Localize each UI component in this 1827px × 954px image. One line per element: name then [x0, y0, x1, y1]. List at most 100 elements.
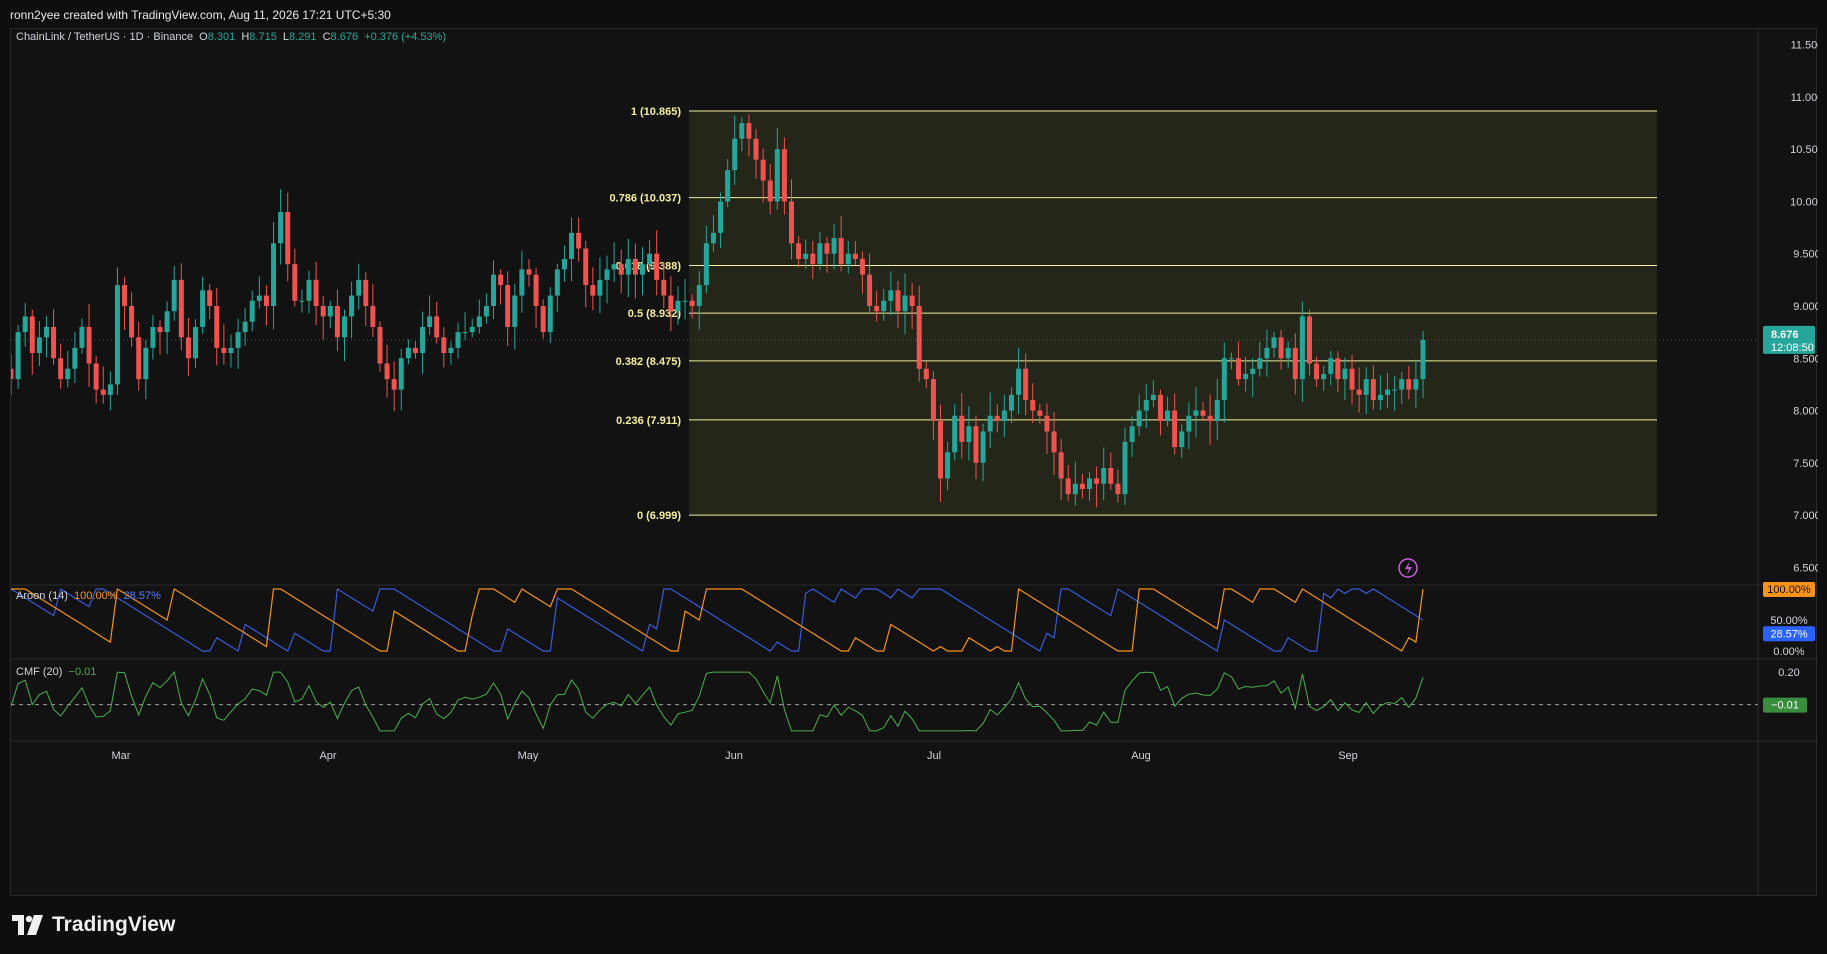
candle-body [412, 347, 418, 354]
candle-body [696, 285, 702, 306]
fib-label: 0.5 (8.932) [628, 308, 682, 320]
price-tick-label: 7.500 [1793, 458, 1818, 470]
candle-body [285, 211, 291, 265]
candle-body [1115, 483, 1121, 495]
candle-body [483, 306, 489, 317]
candle-body [803, 253, 809, 259]
candle-body [1342, 368, 1348, 380]
symbol-name: ChainLink / TetherUS · 1D · Binance [16, 31, 194, 43]
candle-body [476, 316, 482, 327]
candle-body [661, 279, 667, 296]
candle-body [249, 300, 255, 322]
candle-body [129, 306, 135, 338]
candle-body [86, 326, 92, 364]
aroon-down-badge [1763, 626, 1815, 642]
candle-body [349, 295, 355, 317]
tradingview-logo[interactable]: TradingView [12, 912, 175, 938]
candle-body [668, 295, 674, 312]
candle-body [490, 274, 496, 306]
candle-body [1087, 478, 1093, 489]
candle-body [576, 232, 582, 249]
candle-body [1385, 389, 1391, 395]
candle-body [178, 279, 184, 338]
candle-body [93, 363, 99, 390]
price-chart[interactable]: 1 (10.865) 0.786 (10.037) 0.618 (9.388) 0.5… [11, 29, 1818, 897]
candle-body [1193, 410, 1199, 416]
candle-body [51, 326, 57, 359]
chart-frame[interactable]: 1 (10.865) 0.786 (10.037) 0.618 (9.388) 0.5… [10, 28, 1818, 897]
candle-body [1264, 347, 1270, 359]
candle-body [888, 290, 894, 301]
close-value: 8.676 [330, 31, 359, 43]
candle-body [533, 274, 539, 306]
cmf-value: −0.01 [68, 666, 97, 678]
time-tick-label: Aug [1131, 750, 1151, 762]
cmf-label: CMF (20) [16, 666, 63, 678]
candle-body [334, 306, 340, 338]
cmf-tick-label: 0.20 [1778, 667, 1799, 679]
candle-body [164, 311, 170, 333]
candle-body [1023, 368, 1029, 401]
alert-icon-bolt [1405, 561, 1412, 575]
candle-body [1214, 400, 1220, 421]
candle-body [313, 279, 319, 306]
candle-body [1228, 358, 1234, 360]
fib-label: 0.236 (7.911) [616, 415, 681, 427]
candle-body [1377, 394, 1383, 401]
candle-body [753, 138, 759, 160]
candle-body [136, 337, 142, 380]
candle-body [1299, 316, 1305, 380]
candle-body [448, 347, 454, 354]
candle-body [434, 316, 440, 338]
candle-body [1179, 431, 1185, 448]
time-tick-label: Mar [112, 750, 131, 762]
candle-body [583, 248, 589, 286]
fib-label: 1 (10.865) [631, 106, 681, 118]
candle-body [192, 326, 198, 359]
candle-body [1406, 379, 1412, 390]
candle-body [760, 159, 766, 181]
candle-body [1101, 468, 1107, 484]
candle-body [824, 243, 830, 254]
candle-body [1079, 483, 1085, 489]
high-label: H [241, 31, 250, 43]
candle-body [611, 264, 617, 270]
candle-body [604, 269, 610, 280]
price-tick-label: 11.500 [1791, 40, 1818, 52]
candle-body [1157, 394, 1163, 421]
candle-body [675, 300, 681, 312]
candle-body [867, 274, 873, 306]
candle-body [1399, 379, 1405, 390]
candle-body [859, 258, 865, 275]
candle-body [1108, 468, 1114, 484]
candle-body [1285, 347, 1291, 359]
brand-name: TradingView [52, 913, 176, 936]
candle-body [654, 253, 660, 280]
candle-body [114, 285, 120, 385]
candle-body [874, 306, 880, 312]
candle-body [1221, 358, 1227, 401]
candle-body [781, 149, 787, 202]
candle-body [519, 269, 525, 296]
candle-body [881, 300, 887, 312]
candle-body [1094, 478, 1100, 484]
candle-body [909, 295, 915, 306]
candle-body [1058, 452, 1064, 479]
tradingview-logo-icon [12, 915, 43, 935]
candle-body [1321, 373, 1327, 380]
candle-body [122, 285, 128, 306]
candle-body [952, 415, 958, 453]
candle-body [320, 306, 326, 317]
candle-body [235, 332, 241, 348]
candle-body [746, 123, 752, 139]
candle-body [852, 253, 858, 259]
aroon-legend: Aroon (14) 100.00% 28.57% [16, 590, 164, 602]
candle-body [1314, 363, 1320, 380]
candle-body [512, 295, 518, 327]
price-tick-label: 9.500 [1793, 249, 1818, 261]
candle-body [1243, 373, 1249, 380]
candle-body [1349, 368, 1355, 390]
candle-body [973, 426, 979, 463]
candle-body [817, 243, 823, 265]
last-price-badge [1763, 325, 1815, 354]
